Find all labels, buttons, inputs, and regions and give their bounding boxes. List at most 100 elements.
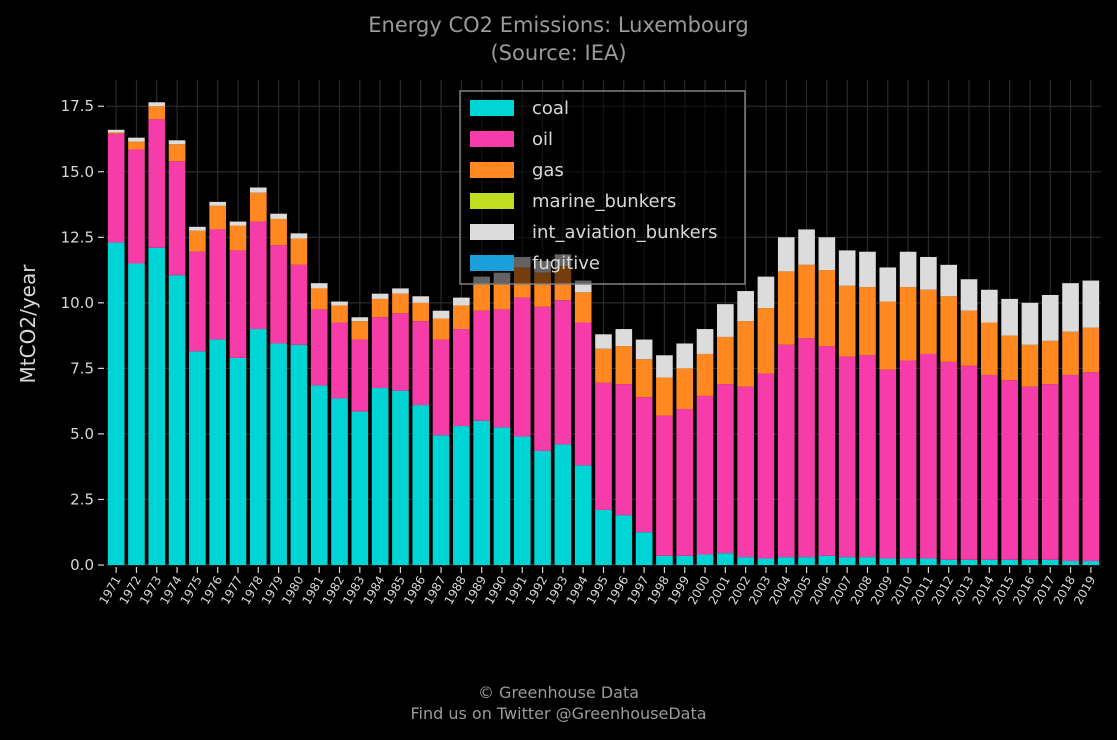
bar-segment-gas — [656, 377, 673, 416]
bar-segment-coal — [554, 444, 572, 565]
legend-swatch-fugitive — [470, 255, 514, 271]
bar-segment-coal — [168, 275, 186, 565]
bar-segment-int_aviation_bunkers — [371, 293, 389, 299]
y-tick-label: 2.5 — [70, 490, 94, 508]
bar-segment-oil — [473, 310, 490, 421]
bar-segment-coal — [371, 388, 389, 565]
bar-segment-gas — [473, 284, 490, 311]
bar-segment-coal — [432, 435, 450, 565]
bar-segment-gas — [595, 348, 612, 383]
bar-segment-coal — [757, 558, 775, 565]
bar-segment-int_aviation_bunkers — [1062, 283, 1079, 332]
bar-segment-int_aviation_bunkers — [879, 267, 897, 302]
bar-segment-int_aviation_bunkers — [980, 289, 998, 323]
bar-segment-coal — [980, 559, 998, 565]
legend-entry-marine_bunkers: marine_bunkers — [532, 191, 676, 212]
bar-segment-oil — [696, 395, 714, 555]
bar-segment-oil — [209, 229, 227, 340]
legend: coal oil gas marine_bunkers int_aviation_bun… — [459, 90, 746, 285]
legend-swatch-marine_bunkers — [470, 193, 514, 209]
bar-segment-gas — [1041, 340, 1059, 385]
bar-segment-int_aviation_bunkers — [270, 213, 287, 219]
bar-segment-coal — [453, 426, 470, 565]
bar-segment-int_aviation_bunkers — [838, 250, 856, 286]
bar-segment-int_aviation_bunkers — [168, 140, 186, 145]
bar-segment-oil — [189, 251, 206, 352]
bar-segment-coal — [777, 557, 795, 565]
bar-segment-coal — [493, 427, 511, 565]
bar-segment-int_aviation_bunkers — [940, 264, 958, 297]
bar-segment-coal — [696, 554, 714, 565]
bar-segment-oil — [493, 309, 511, 428]
bar-segment-gas — [1021, 344, 1039, 387]
bar-segment-gas — [453, 305, 470, 330]
bar-segment-gas — [838, 285, 856, 357]
bar-segment-int_aviation_bunkers — [290, 233, 308, 239]
bar-segment-int_aviation_bunkers — [717, 304, 734, 337]
bar-segment-gas — [168, 144, 186, 162]
bar-segment-gas — [1082, 327, 1100, 373]
bar-segment-gas — [290, 238, 308, 265]
bar-segment-int_aviation_bunkers — [249, 187, 267, 193]
bar-segment-coal — [717, 553, 734, 565]
legend-entry-coal: coal — [532, 98, 569, 119]
bar-segment-coal — [595, 509, 612, 565]
bar-segment-coal — [920, 558, 937, 565]
bar-segment-int_aviation_bunkers — [859, 251, 876, 288]
bar-segment-oil — [249, 221, 267, 330]
bar-segment-int_aviation_bunkers — [798, 229, 815, 265]
bar-segment-oil — [534, 306, 551, 451]
bar-segment-gas — [899, 287, 917, 361]
bar-segment-int_aviation_bunkers — [392, 288, 409, 294]
bar-segment-gas — [189, 230, 206, 252]
legend-box — [459, 90, 746, 285]
y-tick-label: 7.5 — [70, 359, 94, 377]
bar-segment-oil — [757, 373, 775, 559]
bar-segment-int_aviation_bunkers — [1041, 294, 1059, 341]
footer-credit: © Greenhouse Data — [477, 683, 640, 702]
bar-segment-coal — [1082, 561, 1100, 565]
bar-segment-gas — [777, 271, 795, 345]
bar-segment-coal — [879, 558, 897, 565]
bar-segment-gas — [351, 321, 369, 340]
bar-segment-oil — [107, 133, 125, 243]
bar-segment-gas — [635, 359, 653, 398]
bar-segment-gas — [1001, 335, 1018, 381]
bar-segment-oil — [1021, 386, 1039, 560]
bar-segment-oil — [717, 384, 734, 554]
bar-segment-int_aviation_bunkers — [595, 334, 612, 349]
bar-segment-coal — [737, 557, 754, 565]
bar-segment-coal — [859, 557, 876, 565]
bar-segment-oil — [148, 119, 166, 248]
bar-segment-int_aviation_bunkers — [128, 137, 145, 142]
bar-segment-oil — [1001, 380, 1018, 560]
legend-entry-int_aviation_bunkers: int_aviation_bunkers — [532, 222, 718, 243]
y-axis: 0.0 2.5 5.0 7.5 10.0 12.5 15.0 17.5 — [61, 97, 104, 574]
bar-segment-oil — [128, 149, 145, 264]
bar-segment-coal — [818, 555, 836, 565]
bar-segment-coal — [270, 343, 287, 565]
bar-segment-oil — [920, 353, 937, 559]
bar-segment-oil — [331, 322, 348, 399]
y-tick-label: 10.0 — [61, 294, 94, 312]
legend-entry-oil: oil — [532, 129, 553, 150]
bar-segment-gas — [940, 296, 958, 362]
bar-segment-int_aviation_bunkers — [656, 355, 673, 378]
bar-segment-oil — [453, 329, 470, 427]
bar-segment-oil — [270, 245, 287, 344]
bar-segment-gas — [859, 287, 876, 356]
bar-segment-coal — [473, 420, 490, 565]
bar-segment-gas — [696, 353, 714, 396]
legend-entry-fugitive: fugitive — [532, 253, 600, 274]
bar-segment-oil — [310, 309, 328, 386]
bar-segment-oil — [229, 250, 247, 358]
bar-segment-int_aviation_bunkers — [351, 317, 369, 322]
bar-segment-coal — [229, 357, 247, 565]
bar-segment-oil — [980, 374, 998, 560]
bar-segment-gas — [920, 289, 937, 354]
bar-segment-coal — [249, 329, 267, 565]
bar-segment-int_aviation_bunkers — [310, 283, 328, 289]
bar-segment-coal — [1021, 559, 1039, 565]
legend-swatch-coal — [470, 100, 514, 116]
bar-segment-coal — [960, 559, 978, 565]
